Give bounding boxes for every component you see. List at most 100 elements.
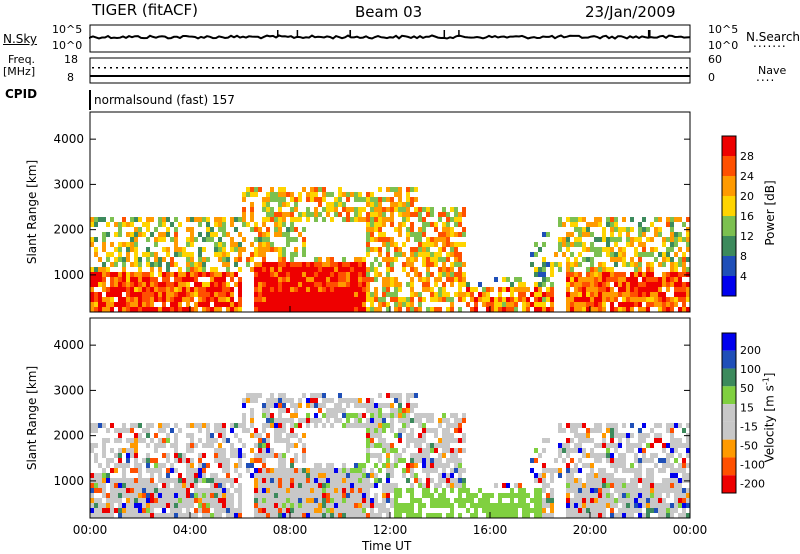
power-cell [130, 297, 134, 302]
velocity-cell [138, 433, 142, 438]
power-cell [214, 242, 218, 247]
power-cell [362, 282, 366, 287]
power-cell [358, 302, 362, 307]
power-cell [298, 192, 302, 197]
velocity-cell [350, 508, 354, 513]
velocity-cell [182, 478, 186, 483]
velocity-cell [550, 498, 554, 503]
power-cell [282, 252, 286, 257]
power-cell [374, 197, 378, 202]
velocity-cell [198, 478, 202, 483]
power-cell [266, 197, 270, 202]
velocity-cell [286, 508, 290, 513]
power-cell [270, 242, 274, 247]
velocity-cell [542, 468, 546, 473]
velocity-cell [278, 493, 282, 498]
velocity-cell [670, 423, 674, 428]
velocity-cell [650, 443, 654, 448]
velocity-cell [282, 468, 286, 473]
velocity-cell [566, 483, 570, 488]
power-cell [282, 267, 286, 272]
velocity-cell [382, 443, 386, 448]
power-cell [574, 242, 578, 247]
velocity-cell [234, 478, 238, 483]
velocity-cell [402, 418, 406, 423]
velocity-cell [306, 478, 310, 483]
power-cell [158, 267, 162, 272]
power-cell [394, 247, 398, 252]
velocity-cell [634, 478, 638, 483]
power-cell [230, 272, 234, 277]
velocity-cell [510, 493, 514, 498]
power-cell [334, 262, 338, 267]
velocity-cell [306, 413, 310, 418]
velocity-cell [302, 393, 306, 398]
power-cell [610, 297, 614, 302]
power-cell [118, 242, 122, 247]
power-cell [542, 272, 546, 277]
power-cell [122, 242, 126, 247]
power-cell [250, 252, 254, 257]
power-cell [338, 302, 342, 307]
velocity-cell [642, 458, 646, 463]
power-cell [422, 247, 426, 252]
power-cell [258, 262, 262, 267]
velocity-cell [186, 448, 190, 453]
power-cell [530, 292, 534, 297]
power-cell [398, 202, 402, 207]
velocity-cell [142, 503, 146, 508]
velocity-cell [614, 458, 618, 463]
velocity-cell [150, 513, 154, 518]
velocity-cell [658, 458, 662, 463]
velocity-cell [578, 433, 582, 438]
power-cell [326, 287, 330, 292]
power-cell [294, 272, 298, 277]
power-cell [306, 192, 310, 197]
velocity-cell [106, 498, 110, 503]
power-cell [370, 297, 374, 302]
power-cell [462, 212, 466, 217]
power-cell [462, 227, 466, 232]
velocity-cell [462, 488, 466, 493]
velocity-cell [622, 478, 626, 483]
power-cell [174, 287, 178, 292]
power-cell [426, 287, 430, 292]
velocity-cell [110, 503, 114, 508]
power-cell [358, 297, 362, 302]
velocity-cell [374, 473, 378, 478]
velocity-cell [434, 513, 438, 518]
power-cell [586, 272, 590, 277]
power-cell [138, 282, 142, 287]
power-cell [474, 297, 478, 302]
power-cell [410, 302, 414, 307]
velocity-cell [222, 498, 226, 503]
power-cell [590, 257, 594, 262]
power-cell [314, 192, 318, 197]
velocity-cell [498, 513, 502, 518]
velocity-cell [94, 488, 98, 493]
velocity-cell [450, 453, 454, 458]
velocity-cell [570, 438, 574, 443]
velocity-cell [366, 448, 370, 453]
velocity-cell [610, 463, 614, 468]
velocity-cell [670, 488, 674, 493]
power-cell [258, 267, 262, 272]
velocity-cell [318, 483, 322, 488]
power-cell [250, 242, 254, 247]
velocity-cell [602, 498, 606, 503]
velocity-cell [126, 438, 130, 443]
power-cell [546, 287, 550, 292]
velocity-cell [370, 413, 374, 418]
velocity-cell [594, 428, 598, 433]
velocity-cell [278, 413, 282, 418]
velocity-cell [530, 508, 534, 513]
velocity-cell [278, 403, 282, 408]
power-cell [410, 307, 414, 312]
power-colorbar-label: Power [dB] [763, 180, 777, 246]
power-cell [586, 232, 590, 237]
velocity-cell [258, 513, 262, 518]
nave-dot [158, 67, 160, 69]
velocity-cell [378, 468, 382, 473]
velocity-cell [154, 488, 158, 493]
power-cell [446, 232, 450, 237]
